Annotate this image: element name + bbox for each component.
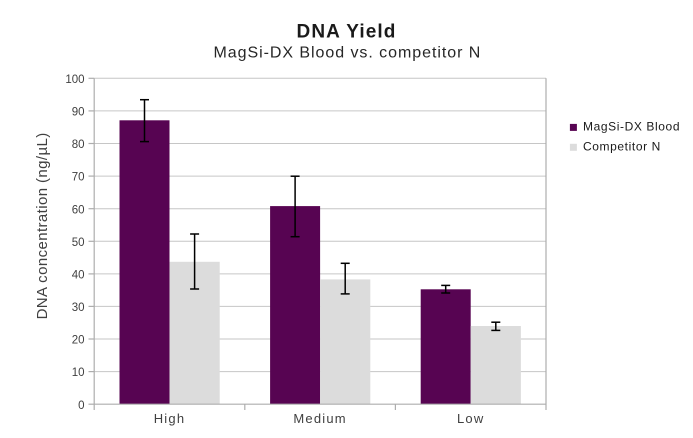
svg-text:70: 70 [72,172,85,184]
svg-text:80: 80 [72,139,85,151]
svg-text:MagSi-DX Blood: MagSi-DX Blood [583,120,680,134]
svg-text:Medium: Medium [293,411,346,426]
svg-text:High: High [154,411,186,426]
svg-text:60: 60 [72,204,85,216]
svg-text:20: 20 [72,335,85,347]
svg-text:100: 100 [65,74,84,86]
svg-text:DNA Yield: DNA Yield [297,21,397,42]
svg-text:50: 50 [72,237,85,249]
svg-text:10: 10 [72,367,85,379]
svg-text:MagSi-DX Blood vs. competitor: MagSi-DX Blood vs. competitor N [214,45,482,62]
svg-text:40: 40 [72,270,85,282]
svg-text:0: 0 [78,400,84,412]
svg-text:90: 90 [72,107,85,119]
svg-text:Low: Low [457,411,484,426]
svg-text:Competitor N: Competitor N [583,140,661,154]
svg-text:30: 30 [72,302,85,314]
svg-text:DNA concentration (ng/µL): DNA concentration (ng/µL) [34,132,51,319]
